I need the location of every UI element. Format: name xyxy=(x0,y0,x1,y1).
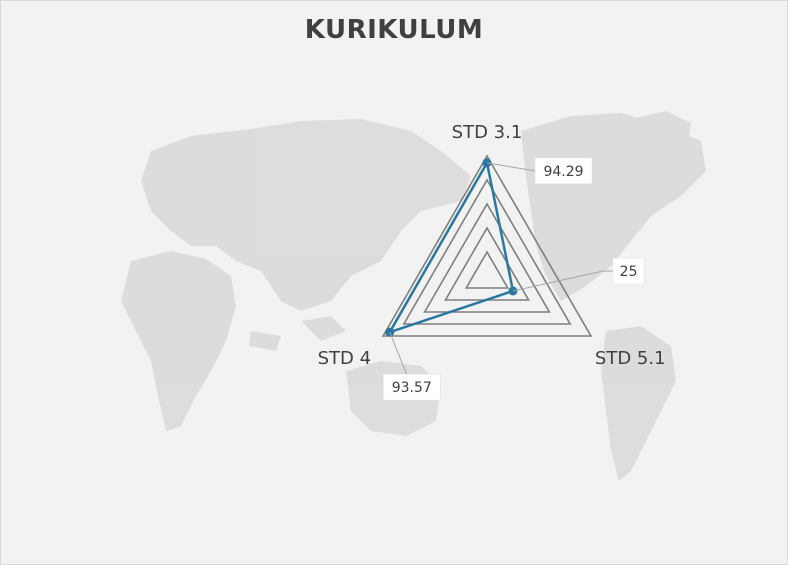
category-label: STD 3.1 xyxy=(452,122,523,143)
category-label: STD 4 xyxy=(318,348,371,369)
radar-labels: 94.29 25 93.57 STD 3.1 STD 5.1 STD 4 xyxy=(318,122,666,401)
category-label: STD 5.1 xyxy=(595,348,666,369)
world-map-background xyxy=(121,111,706,481)
data-label-box xyxy=(534,157,593,185)
data-label: 25 xyxy=(620,264,638,280)
leader-line xyxy=(486,162,536,172)
data-label-box xyxy=(383,373,441,401)
data-label: 94.29 xyxy=(543,164,583,180)
leader-line xyxy=(512,270,613,292)
grid-ring xyxy=(381,154,593,337)
grid-ring xyxy=(464,250,510,289)
grid-ring xyxy=(423,202,551,313)
data-label: 93.57 xyxy=(392,380,432,396)
series-line xyxy=(387,159,515,335)
chart-title: KURIKULUM xyxy=(304,15,484,45)
data-label-box xyxy=(612,257,645,285)
grid-ring xyxy=(402,178,572,325)
